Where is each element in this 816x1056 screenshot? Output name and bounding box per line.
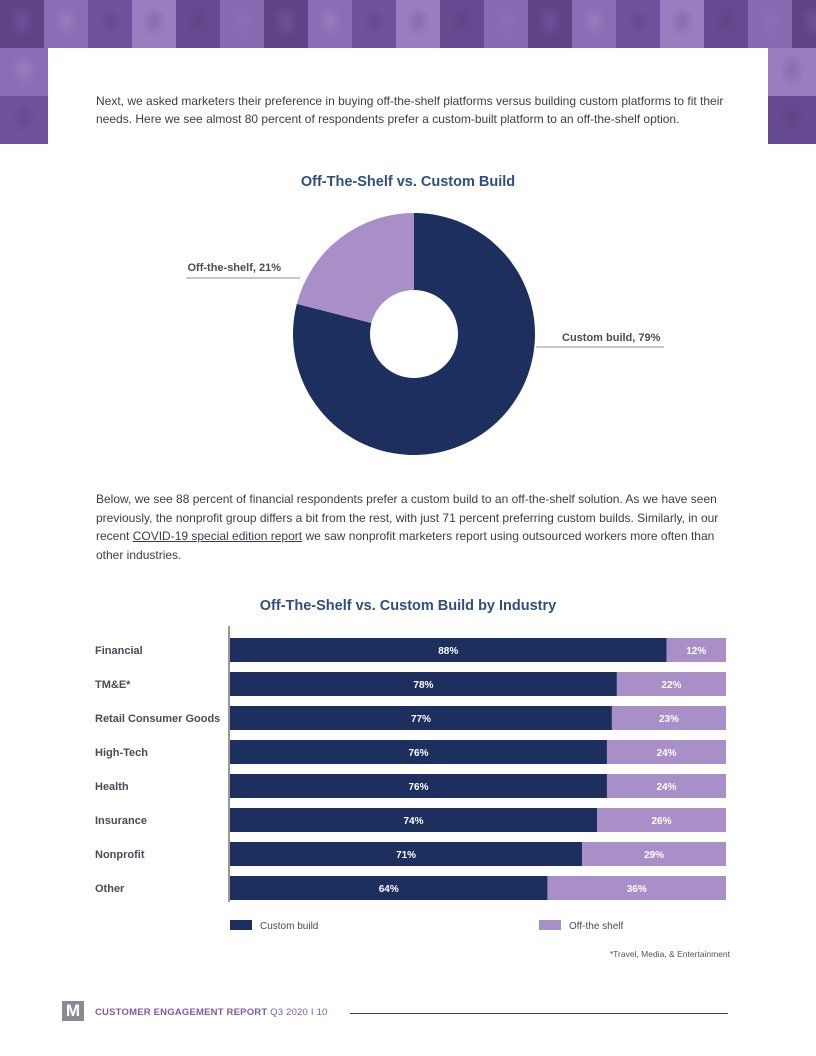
footer-logo: M — [62, 1001, 84, 1021]
header-photo-tile — [0, 0, 44, 48]
header-photo-tile — [440, 0, 484, 48]
header-photo-tile — [264, 0, 308, 48]
header-photo-tile — [352, 0, 396, 48]
side-photo-tile — [768, 48, 816, 96]
bar-category-label: Other — [95, 883, 125, 895]
bar-value-label: 78% — [413, 680, 433, 691]
bar-segment — [230, 876, 548, 900]
header-photo-tile — [704, 0, 748, 48]
header-photo-tile — [88, 0, 132, 48]
bar-value-label: 26% — [652, 816, 672, 827]
donut-chart: Custom build, 79% Off-the-shelf, 21% — [186, 213, 664, 455]
bar-value-label: 23% — [659, 714, 679, 725]
bar-segment — [666, 638, 726, 662]
header-photo-tile — [44, 0, 88, 48]
bar-segment — [582, 842, 726, 866]
bar-segment — [230, 842, 583, 866]
industry-paragraph: Below, we see 88 percent of financial re… — [96, 490, 726, 564]
legend-swatch — [539, 920, 561, 930]
footer-issue: Q3 2020 — [267, 1007, 309, 1018]
donut-slice-label: Custom build, 79% — [562, 332, 661, 344]
bar-value-label: 74% — [404, 816, 424, 827]
legend-label: Off-the shelf — [569, 921, 624, 932]
bar-value-label: 88% — [438, 646, 458, 657]
header-photo-tile — [792, 0, 816, 48]
bar-segment — [547, 876, 726, 900]
header-photo-tile — [220, 0, 264, 48]
bar-segment — [597, 808, 726, 832]
legend-label: Custom build — [260, 921, 318, 932]
bar-segment — [230, 706, 612, 730]
side-photo-tile — [0, 48, 48, 96]
bar-category-label: Nonprofit — [95, 849, 145, 861]
bar-segment — [230, 638, 667, 662]
header-photo-tile — [484, 0, 528, 48]
header-photo-tile — [572, 0, 616, 48]
footer-report-title: CUSTOMER ENGAGEMENT REPORT — [95, 1007, 268, 1018]
bar-value-label: 29% — [644, 850, 664, 861]
bar-value-label: 24% — [656, 782, 676, 793]
bar-value-label: 77% — [411, 714, 431, 725]
header-photo-tile — [660, 0, 704, 48]
footer-page-number: 10 — [316, 1007, 328, 1018]
header-photo-tile — [308, 0, 352, 48]
bar-segment — [616, 672, 726, 696]
industry-paragraph-text: Below, we see 88 percent of financial re… — [96, 492, 719, 543]
bar-segment — [230, 774, 607, 798]
bar-category-label: Insurance — [95, 815, 147, 827]
side-photo-tile — [768, 96, 816, 144]
footer-text: CUSTOMER ENGAGEMENT REPORT Q3 2020 I 10 — [95, 1007, 328, 1018]
intro-paragraph: Next, we asked marketers their preferenc… — [96, 94, 724, 126]
bar-value-label: 76% — [408, 782, 428, 793]
legend-swatch — [230, 920, 252, 930]
bar-category-label: Retail Consumer Goods — [95, 713, 220, 725]
bar-segment — [230, 672, 617, 696]
bar-category-label: Health — [95, 781, 129, 793]
bar-segment — [611, 706, 726, 730]
bar-segment — [606, 774, 726, 798]
donut-slice-label: Off-the-shelf, 21% — [187, 262, 281, 274]
donut-slice — [293, 213, 535, 455]
donut-chart-title: Off-The-Shelf vs. Custom Build — [300, 174, 516, 190]
bar-category-label: TM&E* — [95, 679, 131, 691]
footnote: *Travel, Media, & Entertainment — [609, 949, 730, 959]
donut-slice — [296, 213, 414, 324]
bar-value-label: 71% — [396, 850, 416, 861]
footer-rule — [350, 1013, 728, 1014]
bar-value-label: 24% — [656, 748, 676, 759]
side-photo-tile — [0, 96, 48, 144]
bar-value-label: 12% — [686, 646, 706, 657]
bar-value-label: 76% — [408, 748, 428, 759]
header-photo-tile — [396, 0, 440, 48]
covid-report-link[interactable]: COVID-19 special edition report — [132, 529, 303, 543]
bar-chart-title: Off-The-Shelf vs. Custom Build by Indust… — [259, 598, 557, 614]
header-photo-tile — [176, 0, 220, 48]
footer-separator: I — [308, 1007, 317, 1018]
bar-category-label: Financial — [95, 645, 143, 657]
bar-value-label: 64% — [379, 884, 399, 895]
page-footer: M CUSTOMER ENGAGEMENT REPORT Q3 2020 I 1… — [60, 1001, 730, 1023]
industry-paragraph-text-end: we saw nonprofit marketers report using … — [96, 529, 715, 562]
header-photo-strip — [0, 0, 816, 48]
bar-segment — [606, 740, 726, 764]
bar-value-label: 22% — [661, 680, 681, 691]
header-photo-tile — [748, 0, 792, 48]
bar-segment — [230, 740, 607, 764]
header-photo-tile — [616, 0, 660, 48]
header-photo-tile — [132, 0, 176, 48]
bar-value-label: 36% — [627, 884, 647, 895]
header-photo-tile — [528, 0, 572, 48]
bar-chart: Financial 88% 12% TM&E* 78% 22% Retail Consume… — [95, 626, 726, 932]
bar-category-label: High-Tech — [95, 747, 148, 759]
bar-segment — [230, 808, 598, 832]
